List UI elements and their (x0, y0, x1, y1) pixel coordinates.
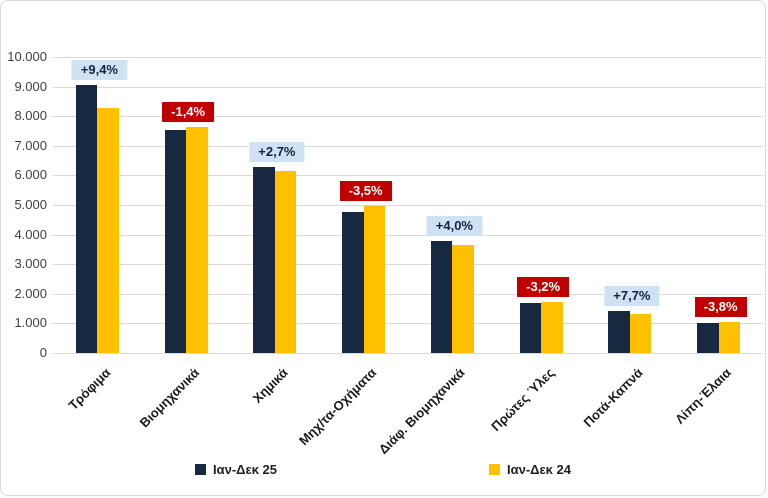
bar-ιαν-δεκ-25 (253, 166, 275, 353)
gridline (53, 293, 763, 295)
bar-ιαν-δεκ-25 (697, 322, 719, 353)
y-axis-tick-label: 7.000 (14, 137, 47, 153)
y-axis-tick-label: 4.000 (14, 226, 47, 242)
change-badge: -1,4% (162, 102, 215, 123)
gridline (53, 353, 763, 354)
bar-ιαν-δεκ-25 (342, 211, 364, 353)
gridline (53, 175, 763, 177)
x-axis-category-label: Πρώτες Ύλες (487, 365, 557, 435)
y-axis-tick-label: 10.000 (7, 49, 47, 64)
y-axis-tick-label: 8.000 (14, 108, 47, 124)
y-axis-tick-label: 3.000 (14, 256, 47, 272)
gridline (53, 234, 763, 236)
x-axis-category-label: Λίπη-Έλαια (672, 365, 735, 427)
change-badge: +4,0% (426, 215, 482, 236)
x-axis-category-label: Βιομηχανικά (136, 365, 202, 431)
bar-ιαν-δεκ-25 (164, 130, 187, 353)
bar-ιαν-δεκ-25 (519, 303, 542, 353)
bar-ιαν-δεκ-24 (363, 206, 386, 353)
bar-ιαν-δεκ-25 (430, 240, 453, 353)
change-badge: -3,2% (517, 276, 570, 297)
gridline (53, 86, 763, 88)
bar-ιαν-δεκ-24 (541, 301, 563, 353)
gridline (53, 57, 763, 58)
x-axis-category-label: Χημικά (249, 365, 291, 407)
x-axis-category-label: Μηχ/τα-Οχήματα (296, 365, 380, 449)
y-axis-tick-label: 9.000 (14, 78, 47, 94)
gridline (53, 205, 763, 206)
change-badge: +9,4% (71, 60, 127, 81)
bar-ιαν-δεκ-24 (186, 127, 208, 353)
legend-item-ιαν-δεκ-24: Ιαν-Δεκ 24 (489, 462, 571, 477)
gridline (53, 323, 763, 325)
y-axis-tick-label: 2.000 (14, 285, 47, 301)
bar-ιαν-δεκ-24 (274, 171, 297, 353)
bar-ιαν-δεκ-25 (75, 85, 98, 353)
y-axis-tick-label: 0 (39, 345, 47, 360)
change-badge: -3,5% (339, 181, 392, 202)
x-axis-category-label: Ποτά-Καπνά (580, 365, 646, 431)
x-axis-category-label: Τρόφιμα (65, 365, 113, 413)
bar-ιαν-δεκ-24 (452, 244, 474, 353)
gridline (53, 145, 763, 147)
y-axis-tick-label: 5.000 (14, 197, 47, 212)
change-badge: -3,8% (694, 296, 747, 317)
y-axis-tick-label: 1.000 (14, 315, 47, 331)
bar-ιαν-δεκ-24 (629, 313, 652, 353)
gridline (53, 264, 763, 266)
bar-ιαν-δεκ-24 (97, 108, 119, 353)
change-badge: +2,7% (249, 141, 305, 162)
change-badge: +7,7% (604, 285, 660, 306)
legend-label: Ιαν-Δεκ 25 (213, 462, 277, 477)
legend-item-ιαν-δεκ-25: Ιαν-Δεκ 25 (195, 462, 277, 477)
legend-label: Ιαν-Δεκ 24 (507, 462, 571, 477)
legend-swatch-icon (195, 464, 206, 475)
bar-ιαν-δεκ-25 (608, 310, 630, 353)
chart-legend: Ιαν-Δεκ 25 Ιαν-Δεκ 24 (1, 462, 765, 477)
gridline (53, 116, 763, 118)
y-axis-tick-label: 6.000 (14, 167, 47, 183)
legend-swatch-icon (489, 464, 500, 475)
x-axis-category-label: Διάφ. Βιομηχανικά (376, 365, 468, 457)
bar-ιαν-δεκ-24 (718, 321, 741, 353)
